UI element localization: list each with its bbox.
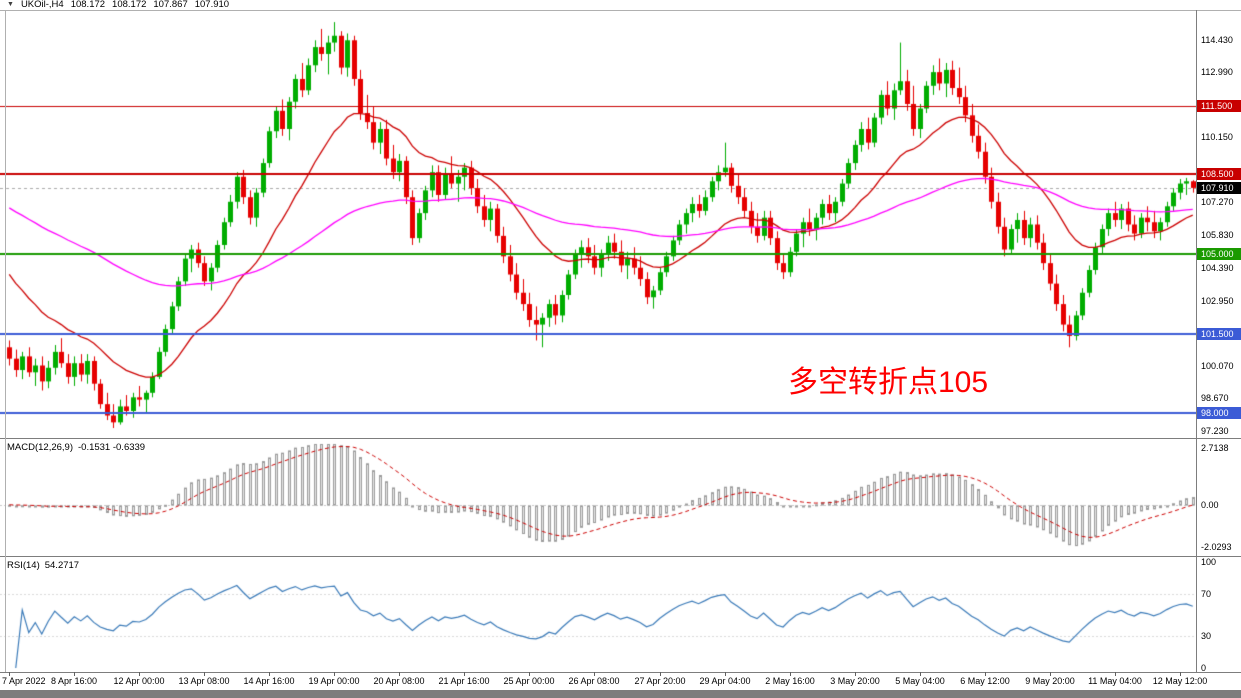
macd-axis-tick: 2.7138	[1201, 442, 1229, 453]
time-axis-border	[0, 672, 1241, 673]
macd-label: MACD(12,26,9) -0.1531 -0.6339	[7, 442, 145, 453]
macd-indicator-pane: MACD(12,26,9) -0.1531 -0.6339	[0, 440, 1196, 556]
price-line-label: 108.500	[1197, 168, 1241, 181]
price-line-label: 105.000	[1197, 248, 1241, 261]
rsi-name: RSI(14)	[7, 560, 40, 571]
rsi-chart-canvas[interactable]	[0, 558, 1196, 672]
time-axis-tick	[269, 672, 270, 676]
time-axis-label: 5 May 04:00	[895, 676, 945, 686]
time-axis-tick	[985, 672, 986, 676]
rsi-axis-tick: 30	[1201, 631, 1212, 642]
time-axis-tick	[204, 672, 205, 676]
time-axis-tick	[725, 672, 726, 676]
time-axis-tick	[529, 672, 530, 676]
time-axis-label: 25 Apr 00:00	[503, 676, 555, 686]
time-axis[interactable]: 7 Apr 2022 8 Apr 16:00 12 Apr 00:00 13 Apr …	[0, 672, 1241, 689]
ohlc-open: 108.172	[70, 0, 106, 10]
time-axis-tick	[74, 672, 75, 676]
price-axis-tick: 114.430	[1201, 34, 1233, 45]
chart-top-border	[0, 10, 1241, 11]
price-axis-tick: 104.390	[1201, 262, 1234, 273]
time-axis-label: 14 Apr 16:00	[243, 676, 295, 686]
time-axis-label: 6 May 12:00	[960, 676, 1010, 686]
rsi-indicator-pane: RSI(14) 54.2717	[0, 558, 1196, 672]
pane-separator[interactable]	[0, 556, 1241, 557]
price-axis-tick: 102.950	[1201, 295, 1234, 306]
horizontal-scrollbar[interactable]	[0, 690, 1241, 698]
chart-text-annotation[interactable]: 多空转折点105	[788, 366, 989, 399]
time-axis-label: 13 Apr 08:00	[178, 676, 230, 686]
rsi-axis-tick: 0	[1201, 663, 1207, 673]
time-axis-label: 12 May 12:00	[1152, 676, 1208, 686]
price-line-label: 101.500	[1197, 327, 1241, 340]
price-axis-tick: 105.830	[1201, 230, 1234, 241]
time-axis-label: 12 Apr 00:00	[113, 676, 165, 686]
time-axis-label: 11 May 04:00	[1088, 676, 1142, 686]
macd-axis-tick: -2.0293	[1201, 542, 1232, 553]
time-axis-label: 2 May 16:00	[765, 676, 815, 686]
time-axis-label: 8 Apr 16:00	[50, 676, 98, 686]
time-axis-tick	[399, 672, 400, 676]
macd-name: MACD(12,26,9)	[7, 442, 73, 453]
time-axis-label: 26 Apr 08:00	[568, 676, 620, 686]
rsi-axis-tick: 70	[1201, 588, 1212, 599]
time-axis-tick	[855, 672, 856, 676]
time-axis-tick	[920, 672, 921, 676]
time-axis-tick	[464, 672, 465, 676]
time-axis-label: 19 Apr 00:00	[308, 676, 360, 686]
time-axis-tick	[1115, 672, 1116, 676]
price-axis-tick: 97.230	[1201, 425, 1229, 436]
macd-chart-canvas[interactable]	[0, 440, 1196, 556]
rsi-axis-tick: 100	[1201, 557, 1217, 567]
price-axis-tick: 98.670	[1201, 393, 1229, 404]
price-axis[interactable]: 114.430 112.990 110.150 107.270 105.830 104.3…	[1197, 11, 1241, 673]
time-axis-label: 29 Apr 04:00	[699, 676, 751, 686]
time-axis-tick	[660, 672, 661, 676]
time-axis-tick	[790, 672, 791, 676]
price-axis-tick: 100.070	[1201, 361, 1234, 372]
candlestick-chart-canvas[interactable]	[0, 11, 1196, 438]
time-axis-label: 27 Apr 20:00	[634, 676, 686, 686]
price-line-label: 111.500	[1197, 100, 1241, 113]
time-axis-label: 7 Apr 2022	[2, 676, 46, 686]
ohlc-high: 108.172	[112, 0, 147, 10]
chart-menu-icon[interactable]: ▼	[7, 1, 14, 8]
price-axis-tick: 112.990	[1201, 67, 1233, 78]
time-axis-tick	[1050, 672, 1051, 676]
price-chart-pane: 多空转折点105	[0, 11, 1196, 438]
time-axis-tick	[1180, 672, 1181, 676]
time-axis-label: 21 Apr 16:00	[438, 676, 490, 686]
macd-axis-tick: 0.00	[1201, 499, 1219, 510]
time-axis-label: 20 Apr 08:00	[373, 676, 425, 686]
time-axis-tick	[594, 672, 595, 676]
price-axis-border	[1196, 10, 1197, 672]
macd-values: -0.1531 -0.6339	[78, 442, 146, 453]
pane-separator[interactable]	[0, 438, 1241, 439]
current-price-label: 107.910	[1197, 181, 1241, 194]
rsi-value: 54.2717	[44, 560, 80, 571]
time-axis-tick	[334, 672, 335, 676]
price-axis-tick: 110.150	[1201, 131, 1233, 142]
symbol-timeframe: UKOil-,H4	[20, 0, 64, 10]
time-axis-label: 3 May 20:00	[830, 676, 880, 686]
chart-ohlc-header: ▼ UKOil-,H4 108.172 108.172 107.867 107.…	[7, 0, 229, 10]
ohlc-low: 107.867	[153, 0, 188, 10]
time-axis-tick	[9, 672, 10, 676]
time-axis-label: 9 May 20:00	[1025, 676, 1075, 686]
rsi-label: RSI(14) 54.2717	[7, 560, 79, 571]
chart-left-border	[5, 10, 6, 672]
price-axis-tick: 107.270	[1201, 197, 1234, 208]
ohlc-close: 107.910	[194, 0, 230, 10]
price-line-label: 98.000	[1197, 407, 1241, 420]
time-axis-tick	[139, 672, 140, 676]
